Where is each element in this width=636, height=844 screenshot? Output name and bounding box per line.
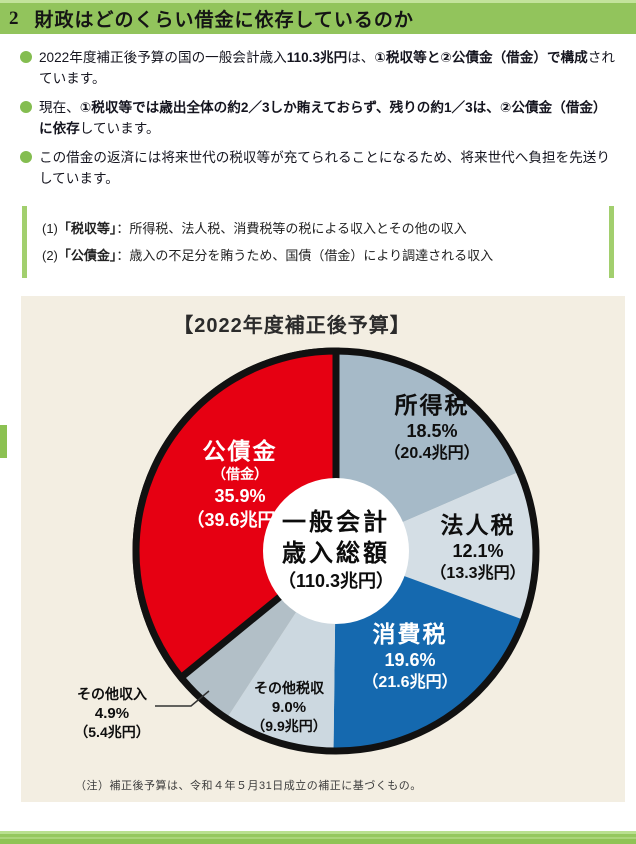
pie-chart	[126, 341, 546, 761]
page-header: 2 財政はどのくらい借金に依存しているのか	[0, 0, 636, 34]
leader-line	[155, 690, 210, 707]
budget-chart-panel: 【2022年度補正後予算】 公債金 （借金） 35.9% （39.6兆円） 所得…	[21, 296, 625, 802]
label-government-bonds: 公債金 （借金） 35.9% （39.6兆円）	[186, 438, 294, 530]
pie-slice-government-bonds	[132, 347, 340, 683]
bullet-text: 2022年度補正後予算の国の一般会計歳入110.3兆円は、①税収等と②公債金（借…	[39, 50, 615, 86]
pie-svg	[132, 347, 540, 755]
chart-title: 【2022年度補正後予算】	[173, 315, 411, 337]
label-income-tax: 所得税 18.5% （20.4兆円）	[384, 392, 480, 462]
label-other-revenue: その他収入 4.9% （5.4兆円）	[74, 686, 150, 740]
bullet-text: 現在、①税収等では歳出全体の約2／3しか賄えておらず、残りの約1／3は、②公債金…	[39, 100, 607, 136]
label-consumption-tax: 消費税 19.6% （21.6兆円）	[362, 621, 458, 691]
bottom-bar	[0, 831, 636, 844]
bullet-item: 2022年度補正後予算の国の一般会計歳入110.3兆円は、①税収等と②公債金（借…	[20, 47, 620, 89]
page-title: 財政はどのくらい借金に依存しているのか	[34, 10, 414, 31]
left-edge-tab	[0, 425, 7, 458]
chart-footnote: （注）補正後予算は、令和４年５月31日成立の補正に基づくもの。	[75, 780, 422, 792]
pie-slice-corporate-tax	[336, 471, 537, 620]
section-number: 2	[9, 7, 19, 29]
label-other-tax: その他税収 9.0% （9.9兆円）	[251, 680, 327, 734]
bullet-item: この借金の返済には将来世代の税収等が充てられることになるため、将来世代へ負担を先…	[20, 147, 620, 189]
definition-line: (2)「公債金」：歳入の不足分を賄うため、国債（借金）により調達される収入	[42, 248, 494, 263]
bullet-icon	[20, 51, 32, 63]
pie-center-circle	[263, 478, 409, 624]
bullet-list: 2022年度補正後予算の国の一般会計歳入110.3兆円は、①税収等と②公債金（借…	[20, 47, 620, 197]
definitions-box: (1)「税収等」：所得税、法人税、消費税等の税による収入とその他の収入 (2)「…	[22, 206, 614, 278]
bullet-icon	[20, 101, 32, 113]
bullet-text: この借金の返済には将来世代の税収等が充てられることになるため、将来世代へ負担を先…	[39, 150, 610, 186]
bullet-item: 現在、①税収等では歳出全体の約2／3しか賄えておらず、残りの約1／3は、②公債金…	[20, 97, 620, 139]
pie-center-label: 一般会計 歳入総額 （110.3兆円）	[277, 509, 395, 591]
label-corporate-tax: 法人税 12.1% （13.3兆円）	[430, 512, 526, 582]
bullet-icon	[20, 151, 32, 163]
definition-line: (1)「税収等」：所得税、法人税、消費税等の税による収入とその他の収入	[42, 221, 467, 236]
